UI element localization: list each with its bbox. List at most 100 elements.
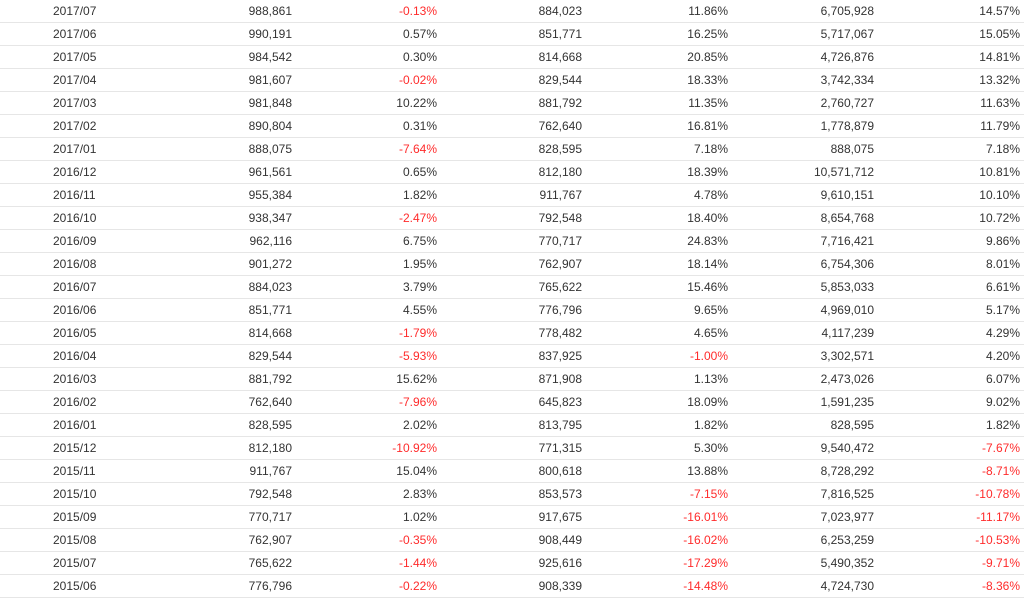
value-b-cell: 851,771 xyxy=(441,22,586,46)
value-b-cell: 908,449 xyxy=(441,528,586,552)
cumulative-change-cell: 5.17% xyxy=(878,298,1024,322)
month-cell: 2015/10 xyxy=(0,482,146,506)
cumulative-change-cell: 14.57% xyxy=(878,0,1024,23)
month-cell: 2016/04 xyxy=(0,344,146,368)
month-cell: 2016/07 xyxy=(0,275,146,299)
change-b-cell: 11.35% xyxy=(586,91,732,115)
value-a-cell: 901,272 xyxy=(146,252,296,276)
value-a-cell: 981,607 xyxy=(146,68,296,92)
change-a-cell: 1.02% xyxy=(296,505,441,529)
change-b-cell: 18.39% xyxy=(586,160,732,184)
cumulative-change-cell: 11.79% xyxy=(878,114,1024,138)
cumulative-cell: 7,816,525 xyxy=(732,482,878,506)
cumulative-cell: 8,654,768 xyxy=(732,206,878,230)
value-b-cell: 917,675 xyxy=(441,505,586,529)
value-a-cell: 762,907 xyxy=(146,528,296,552)
cumulative-change-cell: 15.05% xyxy=(878,22,1024,46)
change-a-cell: 2.02% xyxy=(296,413,441,437)
value-b-cell: 778,482 xyxy=(441,321,586,345)
change-a-cell: -0.22% xyxy=(296,574,441,598)
value-a-cell: 990,191 xyxy=(146,22,296,46)
value-b-cell: 762,640 xyxy=(441,114,586,138)
table-row: 2016/08 901,272 1.95% 762,907 18.14% 6,754,30… xyxy=(0,252,1024,276)
cumulative-change-cell: -7.67% xyxy=(878,436,1024,460)
cumulative-change-cell: -10.78% xyxy=(878,482,1024,506)
cumulative-cell: 8,728,292 xyxy=(732,459,878,483)
change-a-cell: 0.65% xyxy=(296,160,441,184)
change-b-cell: 1.13% xyxy=(586,367,732,391)
month-cell: 2015/12 xyxy=(0,436,146,460)
cumulative-cell: 3,742,334 xyxy=(732,68,878,92)
cumulative-cell: 10,571,712 xyxy=(732,160,878,184)
cumulative-cell: 5,490,352 xyxy=(732,551,878,575)
change-a-cell: 6.75% xyxy=(296,229,441,253)
cumulative-cell: 7,023,977 xyxy=(732,505,878,529)
table-row: 2017/07 988,861 -0.13% 884,023 11.86% 6,705,9… xyxy=(0,0,1024,23)
cumulative-change-cell: -10.53% xyxy=(878,528,1024,552)
value-a-cell: 765,622 xyxy=(146,551,296,575)
month-cell: 2016/08 xyxy=(0,252,146,276)
value-b-cell: 829,544 xyxy=(441,68,586,92)
cumulative-change-cell: -8.71% xyxy=(878,459,1024,483)
change-a-cell: 3.79% xyxy=(296,275,441,299)
cumulative-change-cell: -9.71% xyxy=(878,551,1024,575)
table-row: 2017/04 981,607 -0.02% 829,544 18.33% 3,742,3… xyxy=(0,68,1024,92)
change-b-cell: 11.86% xyxy=(586,0,732,23)
cumulative-cell: 2,760,727 xyxy=(732,91,878,115)
change-a-cell: -0.35% xyxy=(296,528,441,552)
change-b-cell: -14.48% xyxy=(586,574,732,598)
value-a-cell: 776,796 xyxy=(146,574,296,598)
value-b-cell: 776,796 xyxy=(441,298,586,322)
value-b-cell: 853,573 xyxy=(441,482,586,506)
change-a-cell: -10.92% xyxy=(296,436,441,460)
value-b-cell: 771,315 xyxy=(441,436,586,460)
change-a-cell: 2.83% xyxy=(296,482,441,506)
value-a-cell: 984,542 xyxy=(146,45,296,69)
table-row: 2016/05 814,668 -1.79% 778,482 4.65% 4,117,23… xyxy=(0,321,1024,345)
cumulative-cell: 4,726,876 xyxy=(732,45,878,69)
change-b-cell: 16.25% xyxy=(586,22,732,46)
change-b-cell: -7.15% xyxy=(586,482,732,506)
month-cell: 2015/08 xyxy=(0,528,146,552)
change-a-cell: -5.93% xyxy=(296,344,441,368)
value-b-cell: 911,767 xyxy=(441,183,586,207)
month-cell: 2017/07 xyxy=(0,0,146,23)
value-b-cell: 770,717 xyxy=(441,229,586,253)
cumulative-cell: 6,705,928 xyxy=(732,0,878,23)
change-a-cell: 1.95% xyxy=(296,252,441,276)
cumulative-cell: 7,716,421 xyxy=(732,229,878,253)
cumulative-cell: 4,117,239 xyxy=(732,321,878,345)
change-a-cell: 0.57% xyxy=(296,22,441,46)
cumulative-change-cell: 14.81% xyxy=(878,45,1024,69)
cumulative-cell: 1,778,879 xyxy=(732,114,878,138)
change-b-cell: 5.30% xyxy=(586,436,732,460)
value-a-cell: 851,771 xyxy=(146,298,296,322)
table-row: 2015/07 765,622 -1.44% 925,616 -17.29% 5,490,… xyxy=(0,551,1024,575)
cumulative-cell: 9,610,151 xyxy=(732,183,878,207)
change-a-cell: -7.96% xyxy=(296,390,441,414)
cumulative-cell: 5,717,067 xyxy=(732,22,878,46)
month-cell: 2015/11 xyxy=(0,459,146,483)
change-b-cell: 16.81% xyxy=(586,114,732,138)
change-b-cell: 18.09% xyxy=(586,390,732,414)
month-cell: 2017/01 xyxy=(0,137,146,161)
cumulative-change-cell: 7.18% xyxy=(878,137,1024,161)
cumulative-cell: 6,754,306 xyxy=(732,252,878,276)
table-row: 2016/06 851,771 4.55% 776,796 9.65% 4,969,010… xyxy=(0,298,1024,322)
change-b-cell: 18.33% xyxy=(586,68,732,92)
cumulative-cell: 4,724,730 xyxy=(732,574,878,598)
cumulative-change-cell: 6.61% xyxy=(878,275,1024,299)
change-a-cell: 1.82% xyxy=(296,183,441,207)
cumulative-cell: 5,853,033 xyxy=(732,275,878,299)
change-b-cell: 13.88% xyxy=(586,459,732,483)
change-b-cell: 24.83% xyxy=(586,229,732,253)
month-cell: 2016/01 xyxy=(0,413,146,437)
table-row: 2016/09 962,116 6.75% 770,717 24.83% 7,716,42… xyxy=(0,229,1024,253)
month-cell: 2016/05 xyxy=(0,321,146,345)
value-a-cell: 814,668 xyxy=(146,321,296,345)
cumulative-change-cell: 4.20% xyxy=(878,344,1024,368)
value-a-cell: 890,804 xyxy=(146,114,296,138)
month-cell: 2016/11 xyxy=(0,183,146,207)
value-b-cell: 881,792 xyxy=(441,91,586,115)
table-row: 2016/02 762,640 -7.96% 645,823 18.09% 1,591,2… xyxy=(0,390,1024,414)
